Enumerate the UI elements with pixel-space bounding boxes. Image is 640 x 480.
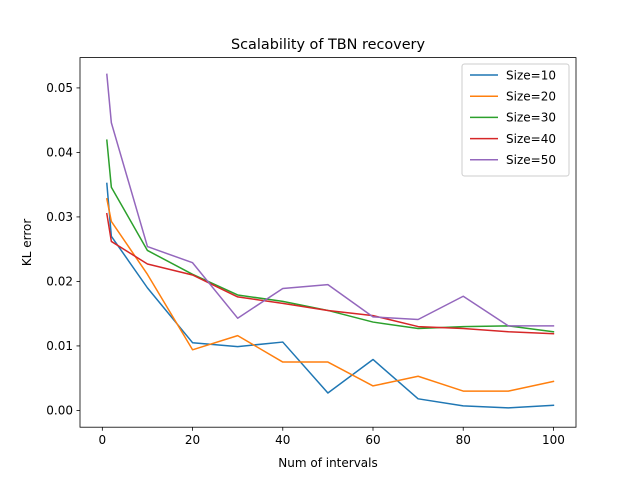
x-tick-label: 0 <box>99 433 107 447</box>
chart-title: Scalability of TBN recovery <box>231 37 425 53</box>
axes-frame <box>79 57 577 428</box>
legend-label: Size=20 <box>506 90 556 104</box>
legend: Size=10 Size=20 Size=30 Size=40 Size=50 <box>461 63 570 177</box>
y-axis-ticks: 0.00 0.01 0.02 0.03 0.04 0.05 <box>46 81 80 418</box>
x-tick-label: 80 <box>456 433 471 447</box>
legend-label: Size=50 <box>506 153 556 167</box>
y-tick-label: 0.04 <box>46 146 73 160</box>
series-line-size-30 <box>106 139 555 333</box>
x-axis-label: Num of intervals <box>278 456 377 470</box>
x-axis-ticks: 0 20 40 60 80 100 <box>99 427 565 447</box>
x-tick-label: 20 <box>185 433 200 447</box>
y-tick-label: 0.03 <box>46 210 73 224</box>
series-line-size-40 <box>105 212 555 335</box>
y-tick-label: 0.01 <box>46 339 73 353</box>
y-tick-label: 0.00 <box>46 404 73 418</box>
legend-label: Size=40 <box>506 132 556 146</box>
x-tick-label: 100 <box>542 433 565 447</box>
plot-lines <box>105 73 555 409</box>
x-tick-label: 60 <box>365 433 380 447</box>
y-tick-label: 0.02 <box>46 275 73 289</box>
y-axis-label: KL error <box>20 219 34 266</box>
series-line-size-10 <box>106 182 555 409</box>
x-tick-label: 40 <box>275 433 290 447</box>
series-line-size-20 <box>105 197 555 392</box>
legend-box <box>461 63 570 177</box>
y-tick-label: 0.05 <box>46 81 73 95</box>
series-line-size-50 <box>106 73 555 327</box>
legend-label: Size=10 <box>506 68 556 82</box>
legend-label: Size=30 <box>506 111 556 125</box>
